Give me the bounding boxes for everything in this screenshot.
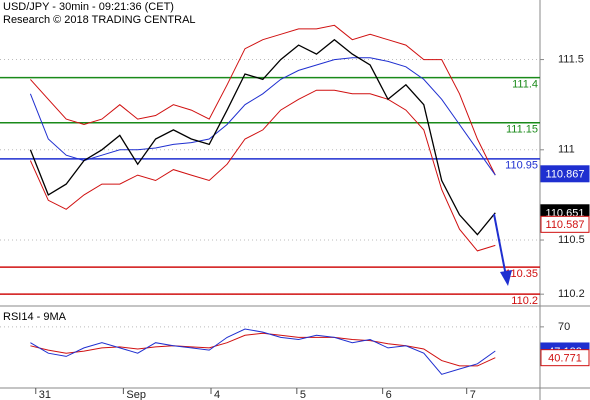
price-marker-box [540, 349, 590, 367]
chart-subtitle: Research © 2018 TRADING CENTRAL [3, 14, 196, 26]
x-tick-label: 5 [300, 389, 306, 400]
level-label: 110.35 [505, 268, 538, 280]
forecast-arrowhead [500, 270, 512, 286]
price-marker-label: 110.587 [546, 219, 585, 231]
x-tick-label: Sep [126, 389, 146, 400]
series-line [30, 332, 496, 367]
y-tick-label: 111.5 [558, 53, 584, 65]
series-line [29, 89, 496, 252]
x-tick-label: 7 [470, 389, 476, 400]
level-label: 111.15 [506, 124, 538, 136]
x-tick-label: 6 [386, 389, 392, 400]
x-tick-label: 31 [39, 389, 51, 400]
price-marker-label: 110.867 [546, 169, 585, 181]
y-tick-label: 111 [558, 144, 575, 156]
level-label: 110.2 [511, 295, 538, 307]
y-tick-label: 110.5 [558, 234, 585, 246]
level-label: 111.4 [512, 79, 538, 91]
y-tick-label: 70 [558, 321, 570, 333]
level-label: 110.95 [505, 160, 538, 172]
panel-title: RSI14 - 9MA [3, 311, 67, 323]
series-line [30, 24, 496, 176]
x-tick-label: 4 [214, 389, 220, 400]
series-line [29, 38, 496, 236]
series-line [30, 328, 496, 375]
chart-title: USD/JPY - 30min - 09:21:36 (CET) [3, 1, 174, 13]
y-tick-label: 110.2 [558, 288, 585, 300]
forecast-arrow [493, 213, 507, 277]
price-marker-box [540, 215, 590, 233]
series-line [29, 57, 496, 176]
price-marker-label: 40.771 [548, 353, 582, 365]
price-marker-box [540, 165, 590, 183]
